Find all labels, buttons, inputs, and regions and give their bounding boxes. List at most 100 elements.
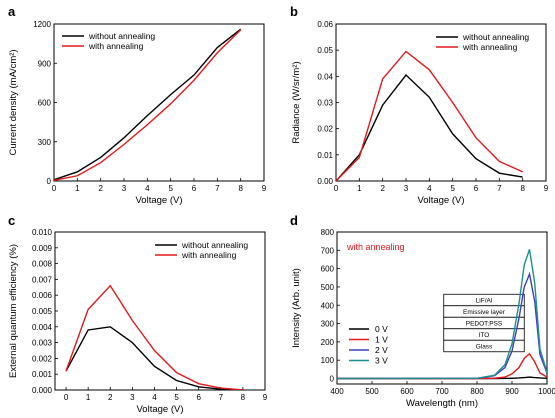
legend-label: without annealing	[181, 240, 248, 250]
x-tick-label: 2	[380, 184, 385, 193]
x-tick-label: 2	[98, 184, 103, 193]
legend-label: without annealing	[88, 31, 155, 41]
y-tick-label: 0.005	[32, 307, 53, 316]
panel-d: d 400 500 600 700 800 900 1000 0 100 200 300 400 500 6…	[290, 213, 555, 409]
x-axis-title: Voltage (V)	[136, 195, 183, 206]
y-axis-title: Intensity (Arb. unit)	[291, 268, 302, 348]
series-line	[337, 352, 547, 380]
y-tick-label: 0.010	[32, 228, 53, 237]
y-tick-label: 700	[321, 246, 335, 255]
x-tick-label: 5	[168, 184, 173, 193]
panel-a: a 0 1 2 3 4 5 6 7 8 9 0 300 600 900 1200 Voltage (V) Curr…	[8, 4, 267, 206]
x-tick-label: 2	[108, 393, 113, 402]
x-tick-label: 800	[470, 387, 484, 396]
y-tick-label: 500	[321, 283, 335, 292]
series-line	[336, 73, 523, 181]
y-tick-label: 0.02	[317, 125, 333, 134]
x-axis-title: Voltage (V)	[137, 404, 184, 415]
panel-label: b	[290, 4, 298, 19]
series-line	[336, 50, 523, 181]
x-tick-label: 3	[122, 184, 127, 193]
x-tick-label: 0	[334, 184, 339, 193]
y-tick-label: 0.008	[32, 260, 53, 269]
x-tick-label: 0	[64, 393, 69, 402]
y-tick-label: 0.003	[32, 339, 53, 348]
y-tick-label: 0.009	[32, 244, 53, 253]
inset-layer-label: Glass	[476, 343, 493, 350]
inset-layer-label: LiF/Al	[476, 297, 493, 304]
x-tick-label: 400	[330, 387, 344, 396]
panel-label: d	[290, 213, 298, 228]
device-stack-inset: LiF/Al Emissive layer PEDOT:PSS ITO Glass	[443, 293, 525, 353]
x-tick-label: 500	[365, 387, 379, 396]
x-tick-label: 3	[130, 393, 135, 402]
series-line	[54, 28, 242, 181]
x-tick-label: 0	[52, 184, 57, 193]
y-tick-label: 0.00	[317, 177, 333, 186]
y-tick-label: 1200	[33, 20, 51, 29]
x-tick-label: 6	[474, 184, 479, 193]
y-tick-label: 300	[321, 320, 335, 329]
y-axis-title: External quantum efficiency (%)	[8, 244, 19, 378]
y-tick-label: 300	[38, 138, 52, 147]
x-tick-label: 7	[219, 393, 224, 402]
inset-layer-label: Emissive layer	[463, 309, 506, 316]
legend-label: with annealing	[181, 250, 237, 260]
x-axis-title: Wavelength (nm)	[406, 398, 478, 409]
y-tick-label: 0	[47, 177, 52, 186]
y-tick-label: 0.002	[32, 354, 53, 363]
x-tick-label: 9	[544, 184, 549, 193]
x-tick-label: 6	[192, 184, 197, 193]
y-tick-label: 0.001	[32, 370, 53, 379]
x-tick-label: 600	[400, 387, 414, 396]
x-tick-label: 4	[427, 184, 432, 193]
x-tick-label: 6	[196, 393, 201, 402]
x-tick-label: 4	[145, 184, 150, 193]
y-tick-label: 0.04	[317, 72, 333, 81]
legend-label: without annealing	[462, 32, 529, 42]
series-line	[65, 284, 243, 390]
legend-label: 1 V	[375, 335, 388, 345]
legend-label: 0 V	[375, 324, 388, 334]
y-tick-label: 600	[38, 99, 52, 108]
series-line	[54, 29, 242, 181]
y-tick-label: 0.006	[32, 291, 53, 300]
annotation-text: with annealing	[346, 242, 405, 252]
x-tick-label: 1	[357, 184, 362, 193]
x-tick-label: 8	[241, 393, 246, 402]
panel-label: c	[8, 213, 15, 228]
inset-layer-label: PEDOT:PSS	[466, 320, 503, 327]
x-tick-label: 5	[450, 184, 455, 193]
y-tick-label: 0.01	[317, 151, 333, 160]
x-tick-label: 9	[262, 184, 267, 193]
x-tick-label: 7	[215, 184, 220, 193]
y-tick-label: 900	[38, 59, 52, 68]
y-tick-label: 0.03	[317, 99, 333, 108]
y-tick-label: 0	[330, 375, 335, 384]
y-tick-label: 100	[321, 356, 335, 365]
panel-b: b 0 1 2 3 4 5 6 7 8 9 0.00 0.01 0.02 0.03 0.04 0.05 0.06 V…	[290, 4, 549, 206]
x-tick-label: 8	[520, 184, 525, 193]
x-tick-label: 3	[404, 184, 409, 193]
y-tick-label: 0.000	[32, 386, 53, 395]
x-tick-label: 700	[435, 387, 449, 396]
series-line	[337, 249, 547, 380]
y-tick-label: 0.06	[317, 20, 333, 29]
x-tick-label: 7	[497, 184, 502, 193]
y-tick-label: 600	[321, 265, 335, 274]
panel-label: a	[8, 4, 16, 19]
x-tick-label: 1	[75, 184, 80, 193]
inset-layer-box	[443, 339, 525, 353]
legend-label: with annealing	[88, 41, 144, 51]
x-tick-label: 4	[152, 393, 157, 402]
panel-c: c 0 1 2 3 4 5 6 7 8 9 0.000 0.001 0.002 0.003 0.004 0.00…	[8, 213, 268, 415]
plot-frame	[53, 23, 265, 182]
x-tick-label: 1000	[538, 387, 555, 396]
y-axis-title: Radiance (W/sr/m²)	[291, 61, 302, 143]
y-tick-label: 0.05	[317, 46, 333, 55]
y-tick-label: 0.004	[32, 323, 53, 332]
inset-layer-label: ITO	[479, 332, 490, 339]
y-tick-label: 0.007	[32, 275, 53, 284]
y-tick-label: 800	[321, 228, 335, 237]
